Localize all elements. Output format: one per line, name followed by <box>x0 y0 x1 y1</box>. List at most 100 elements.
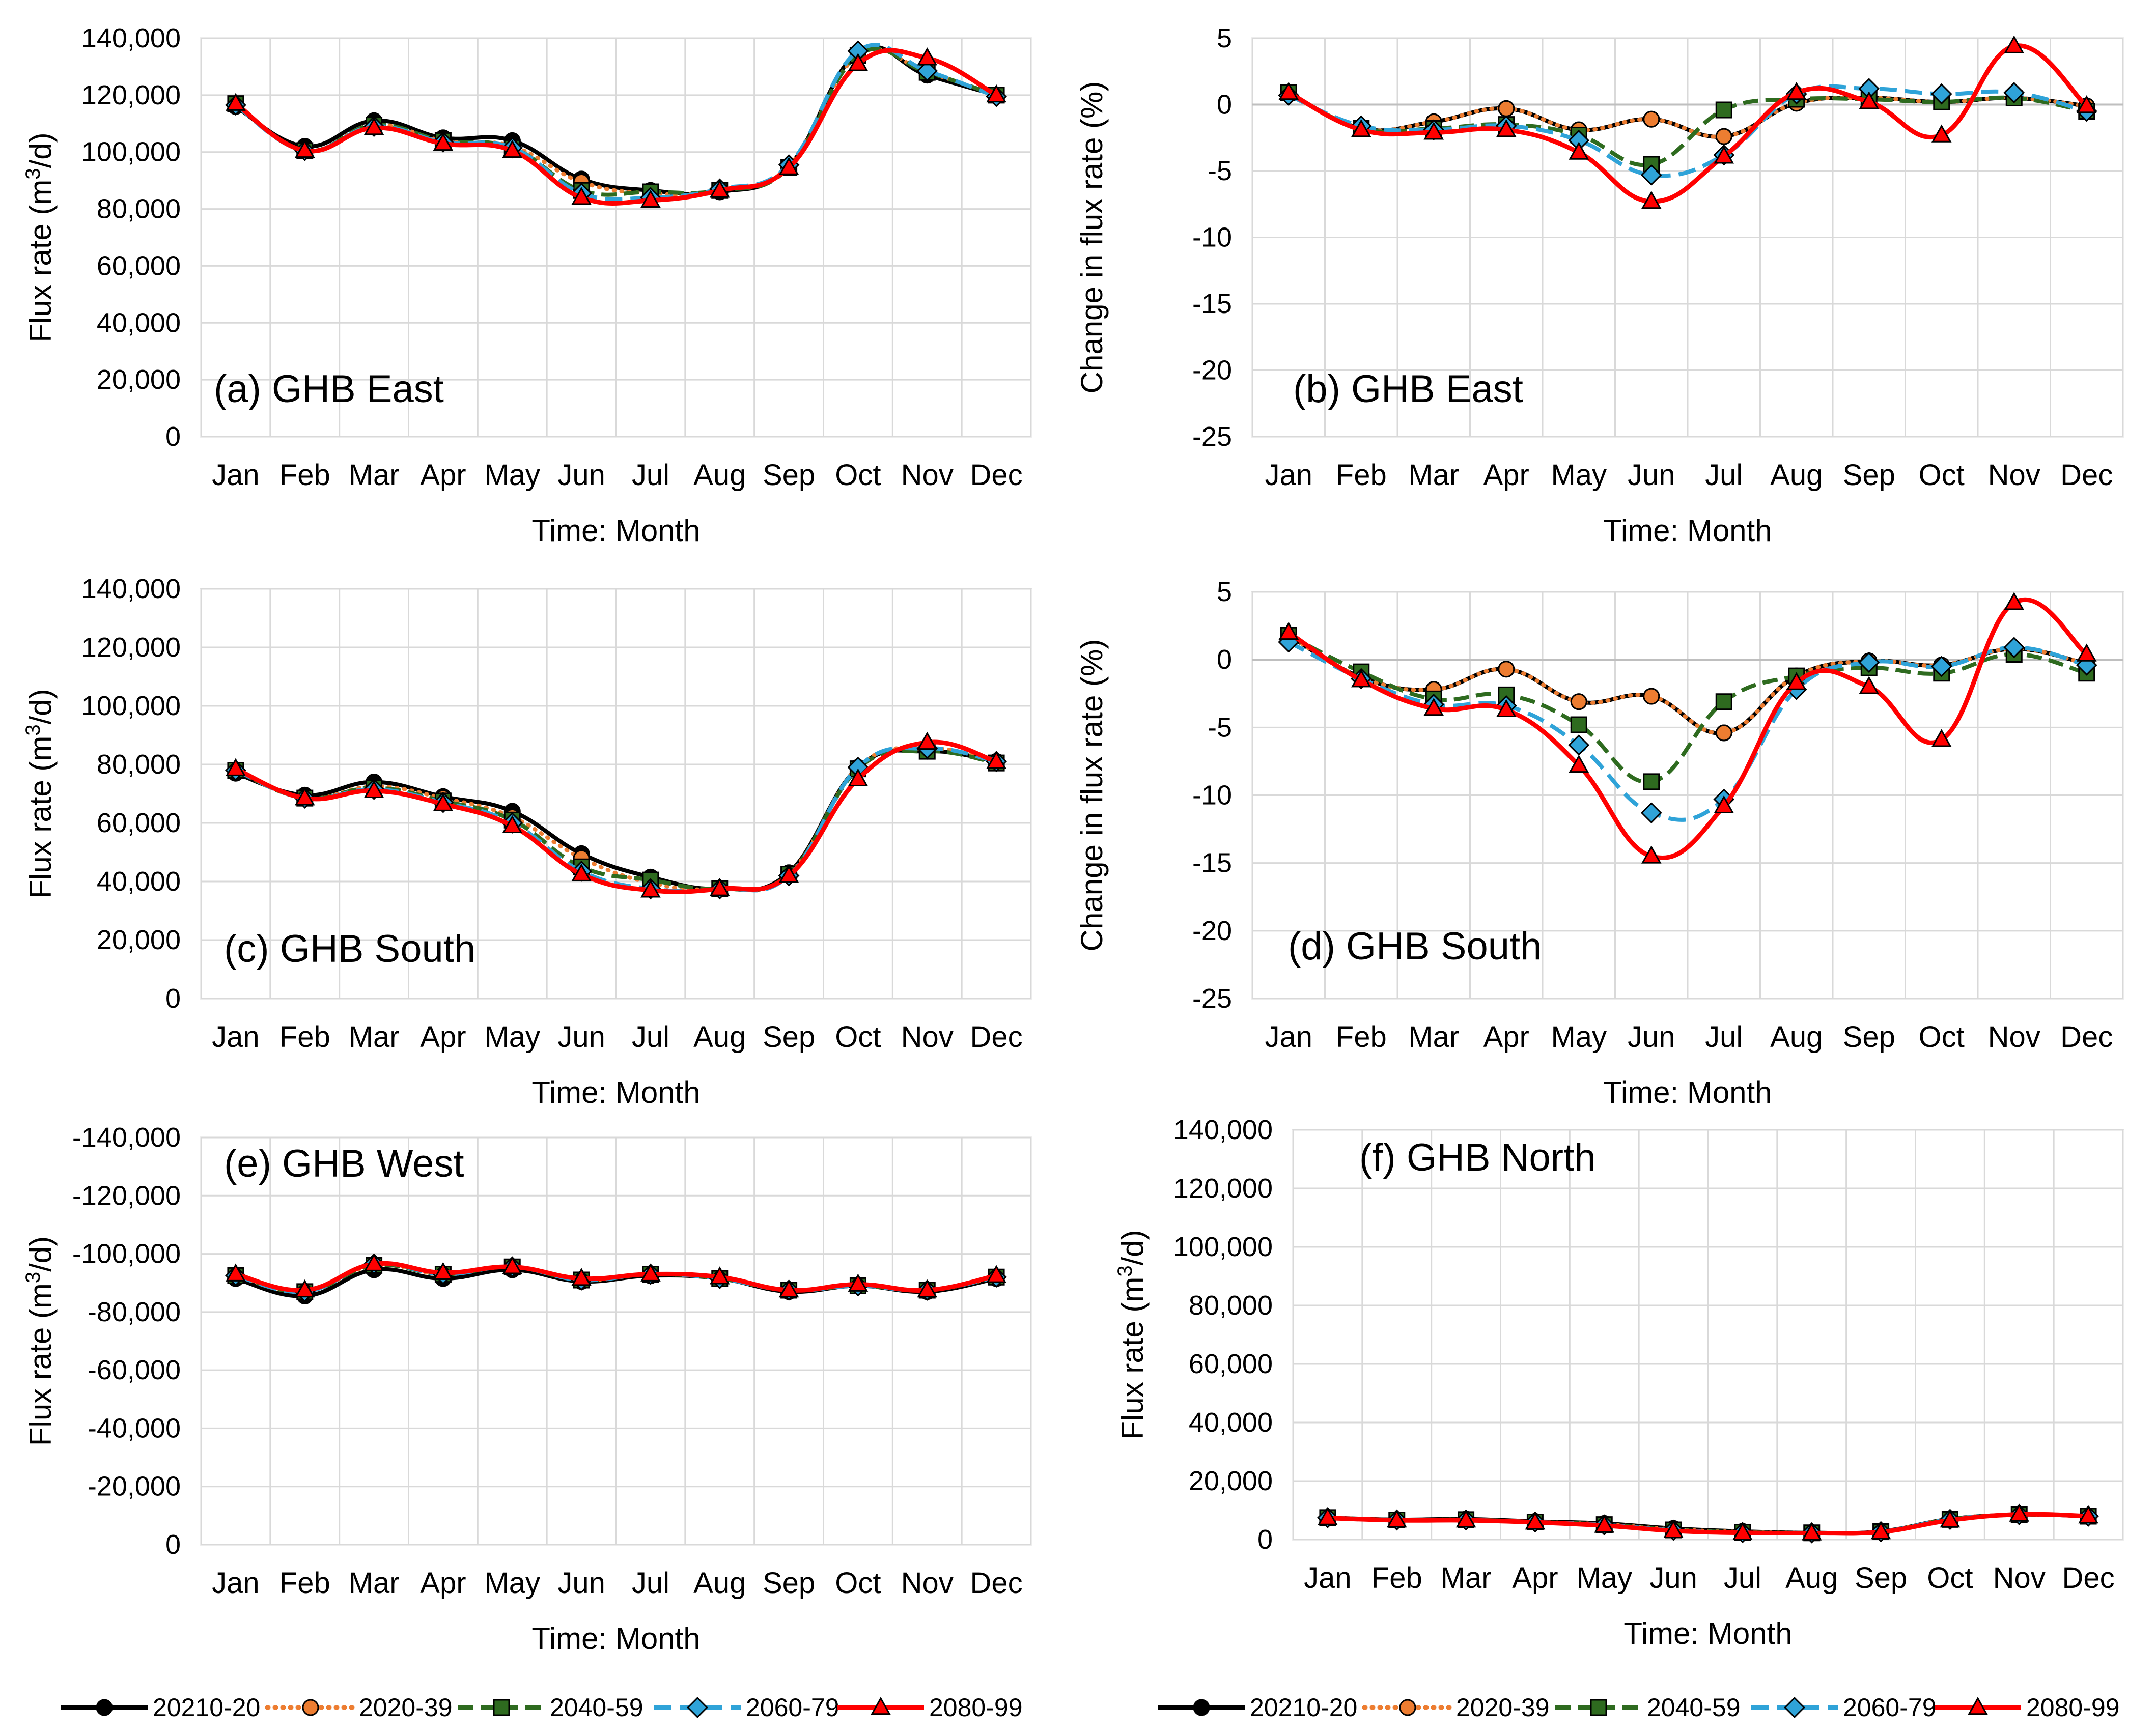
y-axis-title: Flux rate (m3/d) <box>1114 1230 1150 1439</box>
data-point <box>709 180 730 198</box>
y-tick-label: -25 <box>1192 983 1232 1014</box>
y-tick-label: 80,000 <box>97 194 181 224</box>
series-5 <box>226 47 1006 208</box>
y-tick-label: -10 <box>1192 222 1232 253</box>
legend-marker <box>1968 1696 1988 1715</box>
y-tick-label: 20,000 <box>1189 1466 1273 1496</box>
data-point <box>1498 686 1515 703</box>
y-tick-label: 0 <box>1217 90 1232 120</box>
x-tick-label: Jun <box>1628 1020 1675 1054</box>
y-tick-label: -20,000 <box>88 1471 181 1502</box>
x-tick-label: Jul <box>1705 459 1743 492</box>
data-point <box>1786 672 1807 690</box>
data-point <box>2003 82 2025 103</box>
x-tick-label: Aug <box>693 459 746 492</box>
data-point <box>917 731 938 750</box>
legend-marker <box>1193 1699 1210 1716</box>
legend-marker <box>96 1699 113 1716</box>
x-tick-label: Jan <box>212 1020 260 1054</box>
x-tick-label: Jan <box>212 1567 260 1600</box>
data-point <box>1496 699 1517 717</box>
data-point <box>294 139 315 158</box>
data-point <box>1570 693 1587 710</box>
x-tick-label: Jul <box>1705 1020 1743 1054</box>
data-point <box>2076 95 2097 113</box>
y-tick-label: 140,000 <box>1173 1115 1273 1145</box>
y-tick-label: 5 <box>1217 577 1232 607</box>
y-tick-label: 5 <box>1217 23 1232 53</box>
x-axis-title: Time: Month <box>531 1622 700 1656</box>
series-5 <box>226 731 1006 898</box>
data-point <box>1643 156 1660 173</box>
y-tick-label: 100,000 <box>81 137 181 167</box>
chart-panel-2: -25 -20 -15 -10 -5 0 5 Jan Feb Mar Apr May Jun Jul Aug… <box>1075 23 2124 548</box>
data-point <box>778 865 799 883</box>
y-axis-title: Flux rate (m3/d) <box>22 689 58 898</box>
data-point <box>226 1263 246 1282</box>
x-tick-label: Dec <box>970 1020 1023 1054</box>
x-tick-label: Feb <box>1336 1020 1387 1054</box>
chart-panel-1: 0 20,000 40,000 60,000 80,000 100,000 120,000 1… <box>22 23 1032 548</box>
data-point <box>1423 697 1444 716</box>
data-point <box>2004 592 2025 610</box>
data-point <box>1715 693 1732 710</box>
legend-label: 2080-99 <box>2026 1693 2120 1722</box>
x-tick-label: Jul <box>632 459 669 492</box>
x-tick-label: Dec <box>2060 1020 2113 1054</box>
y-tick-label: 0 <box>1217 644 1232 675</box>
x-tick-label: Oct <box>835 1020 881 1054</box>
data-point <box>1801 1522 1822 1541</box>
x-tick-label: Dec <box>2060 459 2113 492</box>
x-tick-label: Mar <box>349 1020 400 1054</box>
x-tick-label: Jan <box>212 459 260 492</box>
panel-label: (b) GHB East <box>1293 367 1523 411</box>
data-point <box>1930 656 1952 677</box>
y-axis-title: Change in flux rate (%) <box>1075 81 1109 394</box>
legend-label: 2040-59 <box>550 1693 643 1722</box>
data-point <box>1931 124 1952 143</box>
legend-marker <box>871 1696 891 1715</box>
data-point <box>1569 754 1589 773</box>
x-tick-label: Aug <box>693 1020 746 1054</box>
data-point <box>848 768 869 786</box>
y-tick-label: 60,000 <box>97 808 181 838</box>
data-point <box>571 187 592 205</box>
data-point <box>226 93 246 111</box>
x-tick-label: Jun <box>557 459 605 492</box>
data-point <box>848 53 869 71</box>
x-axis-title: Time: Month <box>531 1075 700 1110</box>
x-tick-label: Oct <box>1919 459 1965 492</box>
y-tick-label: -60,000 <box>88 1355 181 1385</box>
data-point <box>226 758 246 776</box>
y-axis-title: Flux rate (m3/d) <box>22 132 58 342</box>
data-point <box>1640 802 1662 823</box>
x-tick-label: Mar <box>1408 1020 1459 1054</box>
legend-marker <box>302 1699 319 1716</box>
x-tick-label: Dec <box>2062 1561 2115 1595</box>
y-tick-label: 120,000 <box>81 80 181 110</box>
x-tick-label: Nov <box>901 459 954 492</box>
x-tick-label: Sep <box>1843 459 1895 492</box>
series-5 <box>1318 1503 2098 1541</box>
y-tick-label: -25 <box>1192 421 1232 452</box>
data-point <box>2009 1503 2030 1522</box>
y-tick-label: 120,000 <box>81 632 181 663</box>
data-point <box>1732 1522 1753 1541</box>
x-tick-label: Jul <box>1724 1561 1761 1595</box>
legend-marker <box>1399 1699 1416 1716</box>
x-tick-label: May <box>484 1020 540 1054</box>
x-tick-label: Sep <box>1843 1020 1895 1054</box>
data-point <box>778 157 799 175</box>
y-tick-label: 0 <box>1257 1524 1273 1555</box>
y-tick-label: 0 <box>165 421 181 452</box>
data-point <box>986 1265 1006 1283</box>
data-point <box>1496 119 1517 137</box>
x-tick-label: Apr <box>1483 1020 1529 1054</box>
y-tick-label: 140,000 <box>81 23 181 53</box>
x-tick-label: May <box>1551 459 1607 492</box>
x-tick-label: May <box>1551 1020 1607 1054</box>
series-5 <box>1278 35 2097 209</box>
data-point <box>363 117 384 135</box>
x-tick-label: Apr <box>1483 459 1529 492</box>
data-point <box>294 787 315 806</box>
